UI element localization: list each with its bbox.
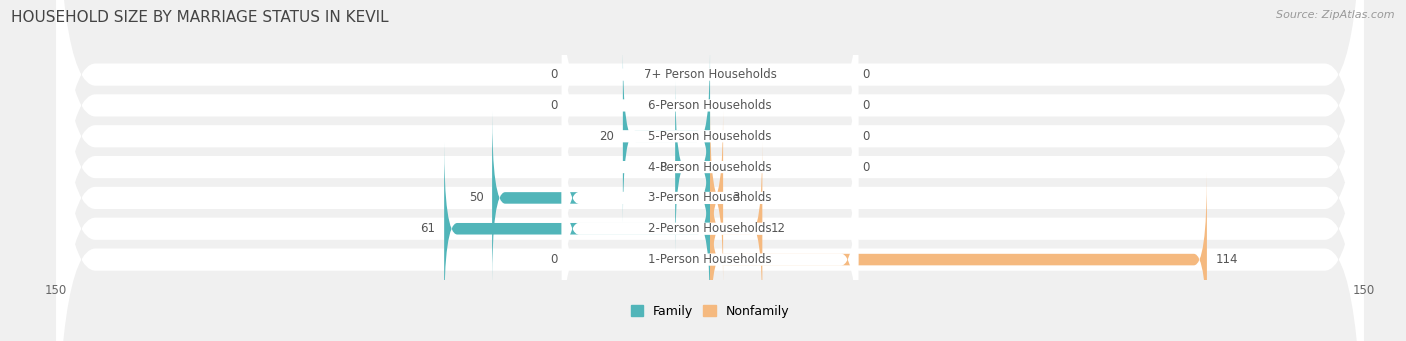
FancyBboxPatch shape xyxy=(444,142,710,315)
FancyBboxPatch shape xyxy=(562,0,858,192)
FancyBboxPatch shape xyxy=(675,80,710,254)
Text: 0: 0 xyxy=(862,130,870,143)
Text: 5-Person Households: 5-Person Households xyxy=(648,130,772,143)
Text: 2-Person Households: 2-Person Households xyxy=(648,222,772,235)
Text: 0: 0 xyxy=(550,99,558,112)
FancyBboxPatch shape xyxy=(562,142,858,341)
FancyBboxPatch shape xyxy=(56,0,1364,341)
Text: 0: 0 xyxy=(862,68,870,81)
FancyBboxPatch shape xyxy=(710,173,1206,341)
FancyBboxPatch shape xyxy=(562,19,858,253)
Text: 4-Person Households: 4-Person Households xyxy=(648,161,772,174)
Text: 0: 0 xyxy=(862,99,870,112)
FancyBboxPatch shape xyxy=(562,50,858,284)
Text: 61: 61 xyxy=(420,222,436,235)
Text: 1-Person Households: 1-Person Households xyxy=(648,253,772,266)
FancyBboxPatch shape xyxy=(562,112,858,341)
Text: 20: 20 xyxy=(599,130,614,143)
Legend: Family, Nonfamily: Family, Nonfamily xyxy=(626,300,794,323)
Text: Source: ZipAtlas.com: Source: ZipAtlas.com xyxy=(1277,10,1395,20)
FancyBboxPatch shape xyxy=(623,49,710,223)
FancyBboxPatch shape xyxy=(56,0,1364,341)
Text: 7+ Person Households: 7+ Person Households xyxy=(644,68,776,81)
FancyBboxPatch shape xyxy=(56,0,1364,341)
FancyBboxPatch shape xyxy=(562,0,858,223)
FancyBboxPatch shape xyxy=(56,0,1364,341)
Text: 6-Person Households: 6-Person Households xyxy=(648,99,772,112)
FancyBboxPatch shape xyxy=(492,111,710,285)
Text: 3-Person Households: 3-Person Households xyxy=(648,191,772,204)
FancyBboxPatch shape xyxy=(562,81,858,315)
Text: 12: 12 xyxy=(770,222,786,235)
FancyBboxPatch shape xyxy=(710,142,762,315)
Text: 0: 0 xyxy=(550,253,558,266)
Text: 50: 50 xyxy=(468,191,484,204)
Text: HOUSEHOLD SIZE BY MARRIAGE STATUS IN KEVIL: HOUSEHOLD SIZE BY MARRIAGE STATUS IN KEV… xyxy=(11,10,389,25)
Text: 114: 114 xyxy=(1216,253,1239,266)
FancyBboxPatch shape xyxy=(56,0,1364,341)
Text: 3: 3 xyxy=(731,191,740,204)
FancyBboxPatch shape xyxy=(56,0,1364,341)
FancyBboxPatch shape xyxy=(56,0,1364,341)
Text: 0: 0 xyxy=(862,161,870,174)
Text: 8: 8 xyxy=(659,161,666,174)
Text: 0: 0 xyxy=(550,68,558,81)
FancyBboxPatch shape xyxy=(710,111,723,285)
